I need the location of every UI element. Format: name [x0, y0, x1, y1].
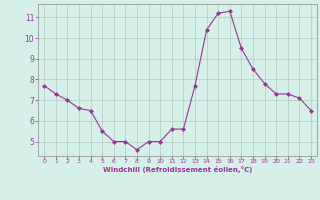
X-axis label: Windchill (Refroidissement éolien,°C): Windchill (Refroidissement éolien,°C) [103, 166, 252, 173]
